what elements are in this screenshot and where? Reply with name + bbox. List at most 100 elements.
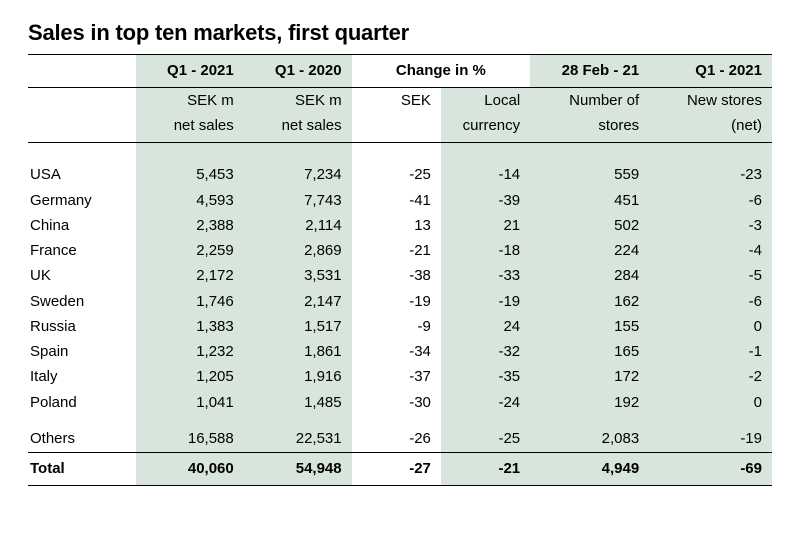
cell-chg-sek: -19	[352, 289, 441, 314]
cell-country: Germany	[28, 188, 136, 213]
cell-country: USA	[28, 163, 136, 188]
cell-stores: 4,949	[530, 453, 649, 486]
cell-chg-sek: -27	[352, 453, 441, 486]
cell-chg-sek: -34	[352, 340, 441, 365]
table-row: Russia1,3831,517-9241550	[28, 314, 772, 339]
cell-chg-sek: 13	[352, 213, 441, 238]
cell-new: -69	[649, 453, 772, 486]
cell-q1-2021: 40,060	[136, 453, 244, 486]
cell-stores: 155	[530, 314, 649, 339]
cell-chg-loc: -24	[441, 390, 530, 415]
cell-q1-2021: 5,453	[136, 163, 244, 188]
cell-country: Poland	[28, 390, 136, 415]
cell-q1-2021: 2,172	[136, 264, 244, 289]
cell-q1-2020: 7,234	[244, 163, 352, 188]
others-row: Others 16,588 22,531 -26 -25 2,083 -19	[28, 415, 772, 452]
table-row: Italy1,2051,916-37-35172-2	[28, 365, 772, 390]
header-blank	[28, 55, 136, 88]
table-row: UK2,1723,531-38-33284-5	[28, 264, 772, 289]
header-row-2: SEK m SEK m SEK Local Number of New stor…	[28, 88, 772, 114]
cell-chg-loc: -39	[441, 188, 530, 213]
cell-q1-2021: 2,259	[136, 239, 244, 264]
cell-country: Russia	[28, 314, 136, 339]
header-q1-2021b: Q1 - 2021	[649, 55, 772, 88]
table-row: Spain1,2321,861-34-32165-1	[28, 340, 772, 365]
cell-chg-sek: -26	[352, 415, 441, 452]
cell-chg-loc: -19	[441, 289, 530, 314]
cell-q1-2020: 1,916	[244, 365, 352, 390]
cell-q1-2021: 1,746	[136, 289, 244, 314]
page-title: Sales in top ten markets, first quarter	[28, 20, 772, 46]
cell-stores: 502	[530, 213, 649, 238]
cell-country: UK	[28, 264, 136, 289]
cell-q1-2020: 2,114	[244, 213, 352, 238]
header-date: 28 Feb - 21	[530, 55, 649, 88]
cell-stores: 172	[530, 365, 649, 390]
cell-country: Others	[28, 415, 136, 452]
cell-new: 0	[649, 314, 772, 339]
table-row: Poland1,0411,485-30-241920	[28, 390, 772, 415]
cell-chg-loc: -18	[441, 239, 530, 264]
spacer-row	[28, 143, 772, 163]
cell-q1-2020: 2,869	[244, 239, 352, 264]
cell-new: -4	[649, 239, 772, 264]
cell-new: -19	[649, 415, 772, 452]
table-row: China2,3882,1141321502-3	[28, 213, 772, 238]
cell-country: France	[28, 239, 136, 264]
cell-q1-2021: 1,383	[136, 314, 244, 339]
cell-stores: 165	[530, 340, 649, 365]
cell-new: -3	[649, 213, 772, 238]
cell-new: -2	[649, 365, 772, 390]
cell-chg-loc: -14	[441, 163, 530, 188]
cell-chg-sek: -30	[352, 390, 441, 415]
cell-q1-2021: 2,388	[136, 213, 244, 238]
cell-q1-2020: 1,485	[244, 390, 352, 415]
cell-new: -1	[649, 340, 772, 365]
cell-country: Italy	[28, 365, 136, 390]
cell-chg-loc: 21	[441, 213, 530, 238]
cell-stores: 224	[530, 239, 649, 264]
cell-chg-sek: -38	[352, 264, 441, 289]
cell-chg-sek: -25	[352, 163, 441, 188]
cell-q1-2020: 7,743	[244, 188, 352, 213]
cell-q1-2021: 1,041	[136, 390, 244, 415]
cell-q1-2020: 3,531	[244, 264, 352, 289]
cell-stores: 192	[530, 390, 649, 415]
cell-country: Total	[28, 453, 136, 486]
cell-stores: 559	[530, 163, 649, 188]
cell-chg-sek: -41	[352, 188, 441, 213]
cell-stores: 162	[530, 289, 649, 314]
cell-q1-2021: 1,232	[136, 340, 244, 365]
cell-q1-2021: 1,205	[136, 365, 244, 390]
cell-q1-2020: 54,948	[244, 453, 352, 486]
table-row: France2,2592,869-21-18224-4	[28, 239, 772, 264]
cell-q1-2020: 1,861	[244, 340, 352, 365]
cell-chg-loc: -32	[441, 340, 530, 365]
cell-chg-sek: -9	[352, 314, 441, 339]
table-row: Germany4,5937,743-41-39451-6	[28, 188, 772, 213]
cell-q1-2020: 22,531	[244, 415, 352, 452]
cell-q1-2020: 1,517	[244, 314, 352, 339]
cell-chg-loc: -33	[441, 264, 530, 289]
cell-stores: 284	[530, 264, 649, 289]
cell-chg-loc: 24	[441, 314, 530, 339]
cell-q1-2021: 4,593	[136, 188, 244, 213]
cell-new: -6	[649, 188, 772, 213]
sales-table: Q1 - 2021 Q1 - 2020 Change in % 28 Feb -…	[28, 54, 772, 486]
cell-chg-sek: -21	[352, 239, 441, 264]
cell-chg-loc: -35	[441, 365, 530, 390]
header-row-1: Q1 - 2021 Q1 - 2020 Change in % 28 Feb -…	[28, 55, 772, 88]
cell-country: Sweden	[28, 289, 136, 314]
header-change: Change in %	[352, 55, 531, 88]
cell-new: -5	[649, 264, 772, 289]
header-q1-2021: Q1 - 2021	[136, 55, 244, 88]
cell-country: Spain	[28, 340, 136, 365]
cell-new: 0	[649, 390, 772, 415]
table-row: Sweden1,7462,147-19-19162-6	[28, 289, 772, 314]
cell-chg-loc: -25	[441, 415, 530, 452]
total-row: Total 40,060 54,948 -27 -21 4,949 -69	[28, 453, 772, 486]
cell-new: -23	[649, 163, 772, 188]
header-row-3: net sales net sales currency stores (net…	[28, 114, 772, 143]
cell-chg-sek: -37	[352, 365, 441, 390]
cell-stores: 2,083	[530, 415, 649, 452]
